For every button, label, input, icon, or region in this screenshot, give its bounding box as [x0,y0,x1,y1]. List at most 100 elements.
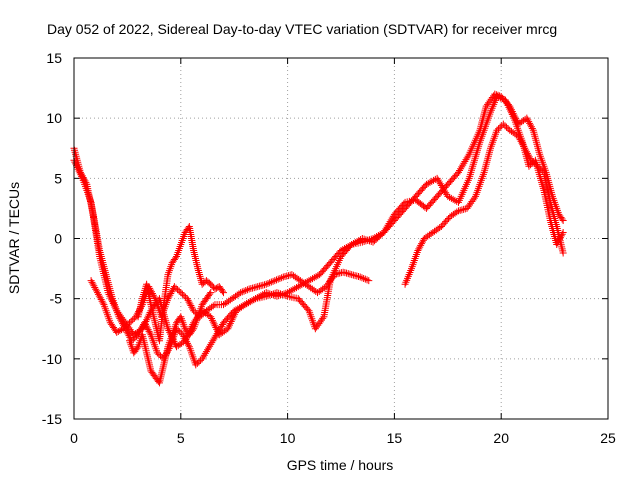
data-point [177,289,185,297]
data-point [111,303,119,311]
data-point [72,160,80,168]
data-point [226,321,234,329]
data-point [374,231,382,239]
data-point [209,302,217,310]
data-point [523,148,531,156]
data-point [526,119,534,127]
data-point [129,335,137,343]
data-point [433,174,441,182]
data-point [369,235,377,242]
x-tick-label: 20 [493,430,509,446]
data-point [492,91,500,99]
data-point [207,313,215,321]
data-point [440,219,448,227]
data-point [208,339,216,347]
data-point [528,124,536,132]
data-point [178,290,186,298]
data-point [206,290,214,298]
data-point [207,289,215,297]
data-point [459,161,467,169]
data-point [104,289,112,297]
data-point [388,214,396,222]
series-track-b [70,90,567,351]
data-point [535,164,543,172]
data-point [339,246,347,254]
data-point [434,176,442,184]
data-point [168,288,176,296]
data-point [176,328,184,336]
data-point [512,115,520,123]
data-point [264,280,272,288]
data-point [519,141,527,149]
data-point [365,277,373,285]
data-point [447,194,455,202]
data-point [534,162,542,170]
data-point [506,102,514,110]
data-point [199,353,207,361]
data-point [507,104,515,112]
data-point [274,275,282,283]
data-point [365,236,373,244]
data-point [212,324,220,332]
data-point [121,323,129,331]
data-point [523,149,531,157]
data-point [501,97,509,105]
data-point [91,283,99,291]
data-point [382,225,390,233]
data-point [344,243,352,251]
data-point [291,285,299,293]
data-point [511,113,519,121]
data-point [373,232,381,240]
data-point [105,290,113,298]
data-point [436,180,444,188]
data-point [516,136,524,144]
data-point [558,215,566,223]
data-point [529,158,537,166]
data-point [341,245,349,253]
x-tick-label: 10 [280,430,296,446]
data-point [92,285,100,293]
data-point [185,298,193,306]
data-point [538,167,546,175]
data-point [537,165,545,173]
data-point [243,300,251,308]
data-point [346,242,354,250]
data-point [435,178,443,186]
data-point [458,163,466,171]
data-point [200,351,208,359]
data-point [146,329,154,337]
data-point [383,223,391,231]
data-point [109,299,117,307]
data-point [532,161,540,169]
data-point [112,305,120,313]
data-point [108,296,116,304]
data-point [527,156,535,164]
data-point [220,289,228,297]
data-point [268,290,276,298]
data-point [524,116,532,124]
data-point [140,321,148,329]
y-tick-label: 0 [54,231,62,247]
data-point [170,283,178,291]
data-point [363,276,371,284]
data-point [225,323,233,331]
data-point [387,216,395,224]
data-point [139,323,147,331]
data-point [165,293,173,301]
data-point [497,93,505,101]
data-point [87,277,95,285]
data-point [509,109,517,117]
data-point [186,300,194,308]
data-point [272,276,280,284]
data-point [319,314,327,322]
data-point [384,221,392,229]
data-point [271,277,279,285]
data-point [439,221,447,229]
data-point [94,290,102,298]
data-point [113,328,121,336]
data-point [192,361,200,369]
data-point [312,273,320,281]
data-point [99,299,107,307]
data-point [106,292,114,300]
data-point [508,108,516,116]
